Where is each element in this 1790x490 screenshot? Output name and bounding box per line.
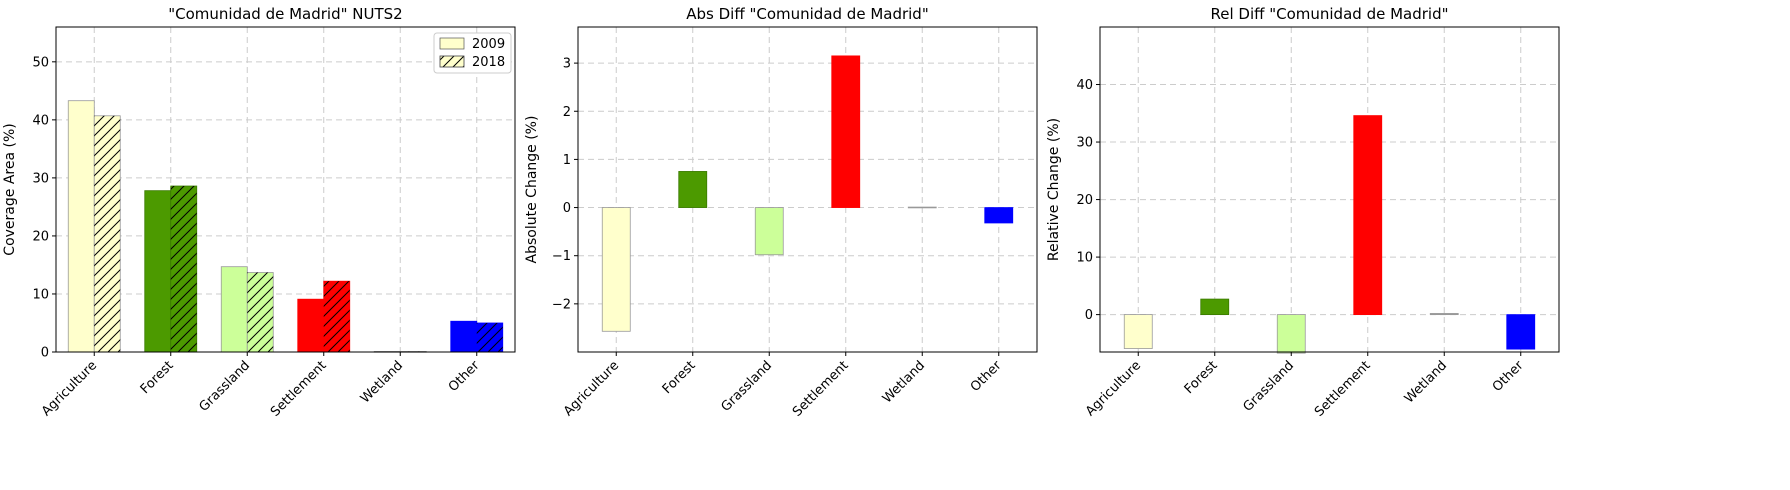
x-tick-label: Settlement <box>1312 358 1374 420</box>
y-tick-label: 3 <box>563 57 571 72</box>
x-tick-label: Grassland <box>719 358 776 415</box>
bars <box>1123 115 1536 354</box>
grid <box>56 27 515 353</box>
x-tick-label: Wetland <box>1402 358 1450 406</box>
y-tick-label: 0 <box>1085 308 1093 323</box>
bar-2009 <box>67 100 95 353</box>
y-tick-label: −2 <box>552 297 571 312</box>
x-tick-label: Forest <box>1182 358 1221 397</box>
y-tick-label: 40 <box>1076 78 1093 93</box>
bar-hatch-2018 <box>170 186 197 352</box>
bar-2009 <box>220 266 248 353</box>
y-ticks: 0 10 20 30 40 50 <box>32 55 56 361</box>
y-tick-label: 30 <box>32 171 49 186</box>
y-tick-label: 0 <box>41 346 49 361</box>
axes-frame <box>55 26 516 353</box>
y-ticks: 0 10 20 30 40 <box>1076 78 1100 323</box>
y-tick-label: 10 <box>32 287 49 302</box>
chart-title: Abs Diff "Comunidad de Madrid" <box>686 5 928 23</box>
bars <box>67 100 504 353</box>
bar-other <box>984 207 1014 224</box>
bar-hatch-2018 <box>323 281 350 352</box>
bar-wetland <box>1429 313 1459 316</box>
y-tick-label: 20 <box>1076 193 1093 208</box>
bar-settlement <box>831 55 861 208</box>
bar-hatch-2018 <box>94 115 121 352</box>
y-ticks: −2 −1 0 1 2 3 <box>552 57 578 312</box>
x-tick-label: Agriculture <box>561 358 622 419</box>
y-tick-label: 0 <box>563 201 571 216</box>
bar-agriculture <box>1123 314 1153 349</box>
x-tick-label: Other <box>1490 358 1527 395</box>
y-tick-label: −1 <box>552 249 571 264</box>
bars <box>601 55 1014 332</box>
bar-2009 <box>144 190 172 353</box>
y-tick-label: 30 <box>1076 136 1093 151</box>
x-ticks: Agriculture Forest Grassland Settlement Wetl… <box>39 352 483 420</box>
bar-wetland <box>907 206 937 209</box>
x-tick-label: Grassland <box>1241 358 1298 415</box>
y-tick-label: 2 <box>563 105 571 120</box>
bar-grassland <box>1276 314 1306 354</box>
x-tick-label: Forest <box>138 358 177 397</box>
bar-forest <box>678 171 708 208</box>
x-tick-label: Settlement <box>268 358 330 420</box>
grid <box>578 27 1037 352</box>
x-tick-label: Wetland <box>358 358 406 406</box>
x-tick-label: Wetland <box>880 358 928 406</box>
chart-title: Rel Diff "Comunidad de Madrid" <box>1210 5 1448 23</box>
y-axis-label: Relative Change (%) <box>1046 118 1062 261</box>
bar-forest <box>1200 298 1230 316</box>
x-tick-label: Other <box>968 358 1005 395</box>
x-tick-label: Agriculture <box>1083 358 1144 419</box>
legend-label-2009: 2009 <box>472 37 505 52</box>
chart-title: "Comunidad de Madrid" NUTS2 <box>168 5 402 23</box>
bar-agriculture <box>601 207 631 332</box>
x-tick-label: Agriculture <box>39 358 100 419</box>
axes-frame <box>1099 26 1560 353</box>
y-axis-label: Coverage Area (%) <box>2 123 18 255</box>
y-tick-label: 40 <box>32 113 49 128</box>
y-tick-label: 1 <box>563 153 571 168</box>
bar-grassland <box>754 207 784 256</box>
bar-settlement <box>1353 115 1383 316</box>
bar-2009 <box>297 298 325 353</box>
legend-label-2018: 2018 <box>472 55 505 70</box>
legend: 2009 2018 <box>433 32 512 74</box>
x-ticks: Agriculture Forest Grassland Settlement Wetl… <box>1083 352 1527 420</box>
x-tick-label: Grassland <box>197 358 254 415</box>
y-tick-label: 10 <box>1076 251 1093 266</box>
x-tick-label: Settlement <box>790 358 852 420</box>
grid <box>1100 27 1559 352</box>
y-axis-label: Absolute Change (%) <box>524 116 540 264</box>
x-tick-label: Forest <box>660 358 699 397</box>
bar-hatch-2018 <box>476 322 503 352</box>
panel-coverage: 0 10 20 30 40 50 Agriculture Forest Grassland Se… <box>2 5 516 420</box>
bar-2009 <box>450 320 478 353</box>
x-ticks: Agriculture Forest Grassland Settlement Wetl… <box>561 352 1005 420</box>
y-tick-label: 50 <box>32 55 49 70</box>
y-tick-label: 20 <box>32 229 49 244</box>
panel-rel-diff: 0 10 20 30 40 Agriculture Forest Grassland Sett… <box>1046 5 1560 420</box>
panel-abs-diff: −2 −1 0 1 2 3 Agriculture Forest Grassland Settl… <box>524 5 1038 420</box>
axes-frame <box>577 26 1038 353</box>
bar-hatch-2018 <box>247 272 274 352</box>
bar-other <box>1506 314 1536 350</box>
legend-swatch-2018-hatch <box>439 55 465 68</box>
x-tick-label: Other <box>446 358 483 395</box>
legend-swatch-2009 <box>439 37 465 50</box>
